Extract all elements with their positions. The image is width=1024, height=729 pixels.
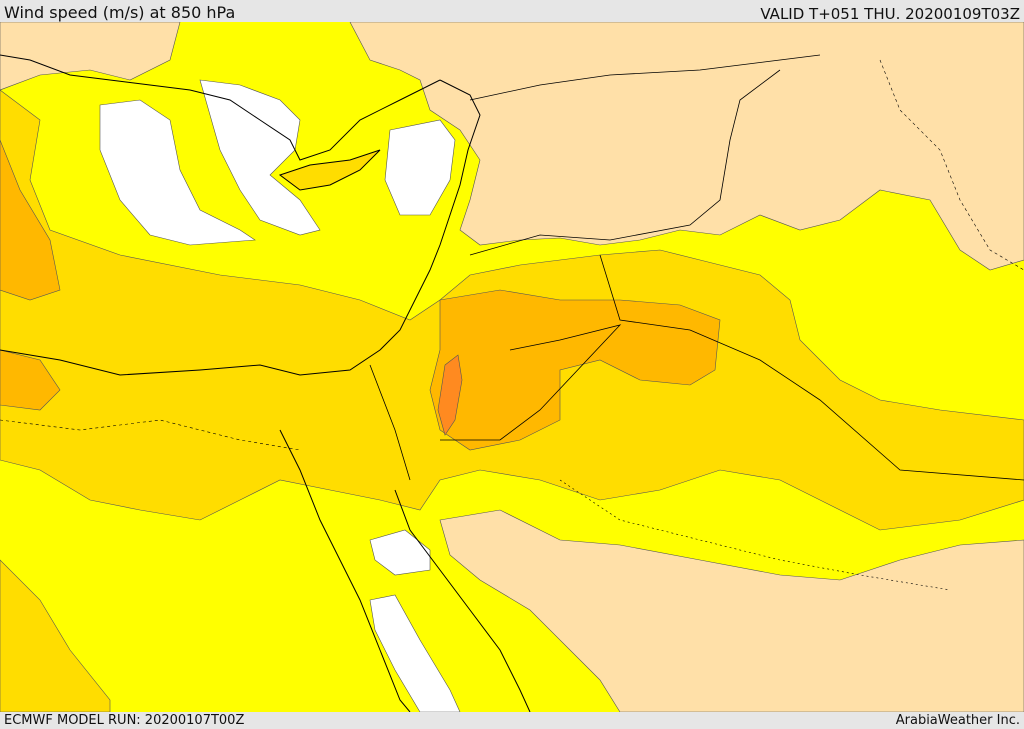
footer-bar xyxy=(0,712,1024,729)
valid-time: VALID T+051 THU. 20200109T03Z xyxy=(760,5,1020,23)
coastline-red-sea-east xyxy=(394,489,531,712)
band-light-northeast xyxy=(349,22,1024,271)
coastline-cyprus xyxy=(278,149,381,191)
border-jordan-saudi xyxy=(440,324,622,441)
border-turkey-syria xyxy=(469,54,821,101)
border-saudi-internal xyxy=(559,479,951,591)
band-calm-redsea xyxy=(369,594,461,712)
wind-speed-map xyxy=(0,22,1024,712)
band-calm-med-center xyxy=(199,79,321,236)
credit-label: ArabiaWeather Inc. xyxy=(895,713,1020,728)
band-strongest-jordan xyxy=(437,354,463,436)
map-title: Wind speed (m/s) at 850 hPa xyxy=(4,3,236,22)
band-light-northwest xyxy=(0,22,181,91)
border-iraq-saudi xyxy=(599,254,1024,481)
band-stronger-jordan xyxy=(429,289,721,451)
border-iran-iraq xyxy=(879,59,1024,271)
band-strong-egypt xyxy=(0,559,111,712)
band-calm-med-west xyxy=(99,99,256,246)
band-calm-gulf-aqaba xyxy=(369,529,431,576)
model-run-label: ECMWF MODEL RUN: 20200107T00Z xyxy=(4,713,245,728)
border-egypt-israel xyxy=(369,364,411,481)
band-light-southeast xyxy=(439,509,1024,712)
band-stronger-west xyxy=(0,139,61,301)
header-bar xyxy=(0,0,1024,22)
band-calm-levant-coast xyxy=(384,119,456,216)
band-stronger-egypt-coast xyxy=(0,349,61,411)
coastline-turkey xyxy=(0,54,441,161)
border-syria-iraq xyxy=(469,69,781,256)
coastline-red-sea-west xyxy=(279,429,411,712)
coastline-levant xyxy=(0,79,481,376)
